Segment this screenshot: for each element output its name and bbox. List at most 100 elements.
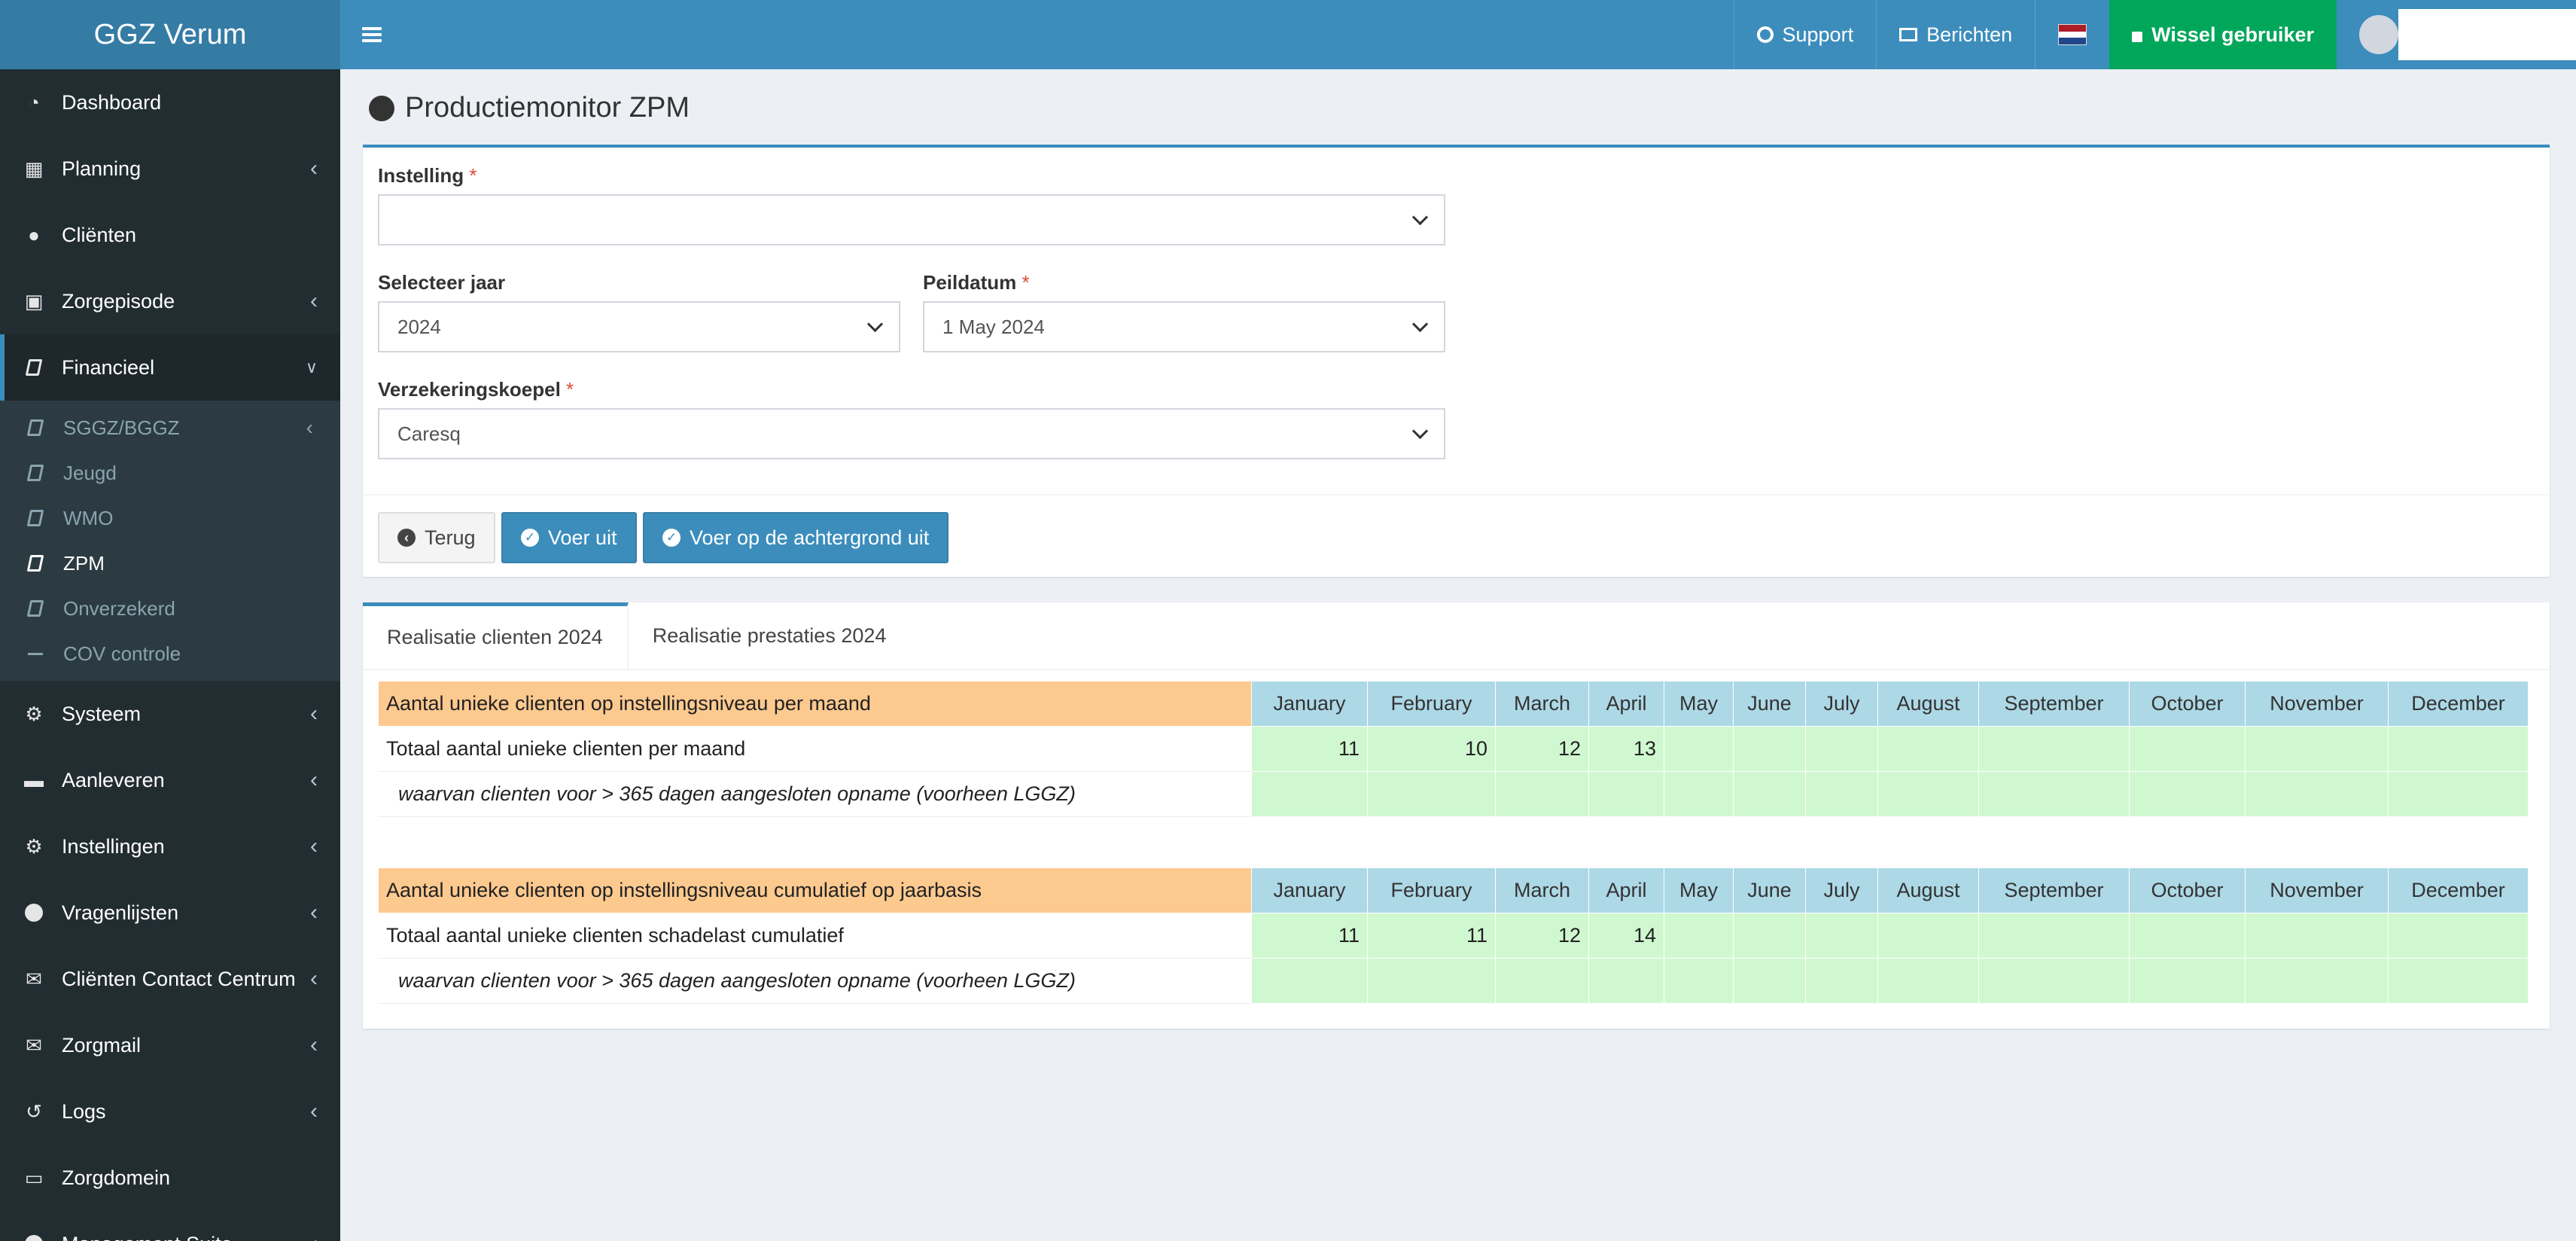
sidebar-item-clienten-contact-centrum[interactable]: ✉ Cliënten Contact Centrum ‹: [0, 946, 340, 1012]
hamburger-icon: [362, 27, 382, 42]
sidebar-subitem-label: Jeugd: [63, 461, 117, 484]
value-cell-december: [2388, 958, 2529, 1004]
envelope-icon: ✉: [26, 1033, 42, 1057]
gear-icon: ⚙: [25, 834, 43, 858]
messages-link[interactable]: Berichten: [1876, 0, 2035, 69]
user-menu[interactable]: [2337, 0, 2576, 69]
sidebar-subitem-label: COV controle: [63, 642, 181, 665]
sidebar-subitem-label: Onverzekerd: [63, 596, 175, 620]
value-cell-july: [1805, 958, 1878, 1004]
sidebar-item-label: Logs: [62, 1099, 106, 1123]
value-cell-december: [2388, 726, 2529, 772]
sidebar-subitem-cov-controle[interactable]: COV controle: [0, 631, 340, 676]
globe-icon: [369, 95, 394, 121]
month-header-march: March: [1495, 681, 1589, 727]
sidebar-item-aanleveren[interactable]: ▬ Aanleveren ‹: [0, 747, 340, 813]
minus-icon: [26, 652, 45, 655]
koepel-label: Verzekeringskoepel *: [378, 378, 574, 401]
sidebar-subitem-zpm[interactable]: ZPM: [0, 541, 340, 586]
tab-realisatie-prestaties[interactable]: Realisatie prestaties 2024: [652, 624, 887, 647]
messages-label: Berichten: [1926, 23, 2013, 46]
sidebar-item-logs[interactable]: ↺ Logs ‹: [0, 1078, 340, 1145]
row-label: waarvan clienten voor > 365 dagen aanges…: [378, 771, 1252, 817]
sidebar-item-systeem[interactable]: ⚙ Systeem ‹: [0, 681, 340, 747]
chevron-down-icon: [866, 316, 884, 332]
chevron-left-icon: ‹: [310, 156, 318, 181]
chevron-left-icon: ‹: [310, 900, 318, 925]
value-cell-june: [1733, 913, 1806, 959]
table-header-label: Aantal unieke clienten op instellingsniv…: [378, 867, 1252, 913]
sidebar-item-financieel[interactable]: Financieel ∨: [0, 334, 340, 401]
month-header-june: June: [1733, 867, 1806, 913]
sidebar-subitem-onverzekerd[interactable]: Onverzekerd: [0, 586, 340, 631]
sidebar-item-instellingen[interactable]: ⚙ Instellingen ‹: [0, 813, 340, 880]
sidebar-toggle-button[interactable]: [340, 0, 403, 69]
value-cell-october: [2129, 726, 2246, 772]
sidebar-item-zorgdomein[interactable]: ▭ Zorgdomein: [0, 1145, 340, 1211]
chevron-left-icon: ‹: [310, 1032, 318, 1057]
envelope-icon: [1899, 28, 1918, 41]
value-cell-june: [1733, 771, 1806, 817]
month-header-may: May: [1664, 681, 1734, 727]
app-logo[interactable]: GGZ Verum: [0, 0, 340, 69]
run-button[interactable]: ✓ Voer uit: [501, 512, 637, 563]
book-icon: [26, 465, 45, 481]
table-clienten-per-maand: Aantal unieke clienten op instellingsniv…: [378, 681, 2529, 817]
run-background-button[interactable]: ✓ Voer op de achtergrond uit: [643, 512, 949, 563]
row-label: Totaal aantal unieke clienten schadelast…: [378, 913, 1252, 959]
sidebar-subitem-wmo[interactable]: WMO: [0, 495, 340, 541]
user-name: [2398, 9, 2576, 63]
language-switch[interactable]: [2035, 0, 2109, 69]
tab-realisatie-clienten[interactable]: Realisatie clienten 2024: [363, 602, 629, 669]
value-cell-april: [1588, 958, 1664, 1004]
sidebar-subitem-label: SGGZ/BGGZ: [63, 416, 180, 439]
sidebar-item-label: Systeem: [62, 702, 142, 725]
sidebar-item-label: Zorgmail: [62, 1033, 142, 1057]
arrow-left-icon: ‹: [397, 529, 416, 547]
jaar-select[interactable]: 2024: [378, 301, 900, 352]
envelope-icon: ✉: [26, 967, 42, 990]
value-cell-november: [2245, 726, 2389, 772]
sidebar-subitem-sggz-bggz[interactable]: SGGZ/BGGZ ‹: [0, 405, 340, 450]
sidebar-item-zorgmail[interactable]: ✉ Zorgmail ‹: [0, 1012, 340, 1078]
value-cell-september: [1978, 958, 2130, 1004]
peildatum-label: Peildatum *: [923, 271, 1030, 294]
month-header-april: April: [1588, 867, 1664, 913]
peildatum-select[interactable]: 1 May 2024: [923, 301, 1445, 352]
sidebar-item-zorgepisode[interactable]: ▣ Zorgepisode ‹: [0, 268, 340, 334]
check-circle-icon: ✓: [662, 529, 681, 547]
lifebuoy-icon: [1756, 26, 1774, 43]
sidebar-subitem-jeugd[interactable]: Jeugd: [0, 450, 340, 495]
value-cell-october: [2129, 958, 2246, 1004]
month-header-january: January: [1251, 681, 1368, 727]
sidebar-item-clienten[interactable]: ● Cliënten: [0, 202, 340, 268]
back-button[interactable]: ‹ Terug: [378, 512, 495, 563]
instelling-select[interactable]: [378, 194, 1445, 245]
month-header-august: August: [1877, 867, 1979, 913]
sidebar-item-dashboard[interactable]: ◔ Dashboard: [0, 69, 340, 136]
page-title: Productiemonitor ZPM: [369, 92, 690, 124]
support-link[interactable]: Support: [1733, 0, 1877, 69]
sidebar-item-vragenlijsten[interactable]: Vragenlijsten ‹: [0, 880, 340, 946]
results-tabs: Realisatie clienten 2024 Realisatie pres…: [363, 602, 2550, 1029]
dashboard-icon: ◔: [28, 90, 40, 114]
switch-user-button[interactable]: Wissel gebruiker: [2109, 0, 2337, 69]
book-icon: [26, 600, 45, 617]
month-header-september: September: [1978, 681, 2130, 727]
chevron-left-icon: ‹: [310, 966, 318, 991]
book-icon: [23, 359, 45, 376]
chevron-left-icon: ‹: [310, 701, 318, 726]
value-cell-january: [1251, 958, 1368, 1004]
value-cell-september: [1978, 726, 2130, 772]
sidebar-item-management-suite[interactable]: Management Suite ‹: [0, 1211, 340, 1241]
value-cell-may: [1664, 958, 1734, 1004]
value-cell-august: [1877, 726, 1979, 772]
month-header-march: March: [1495, 867, 1589, 913]
month-header-june: June: [1733, 681, 1806, 727]
sidebar-subitem-label: WMO: [63, 506, 114, 529]
sidebar-item-label: Cliënten Contact Centrum: [62, 967, 296, 990]
koepel-select[interactable]: Caresq: [378, 408, 1445, 459]
month-header-may: May: [1664, 867, 1734, 913]
sidebar-item-planning[interactable]: ▦ Planning ‹: [0, 136, 340, 202]
chevron-down-icon: ∨: [305, 358, 318, 377]
